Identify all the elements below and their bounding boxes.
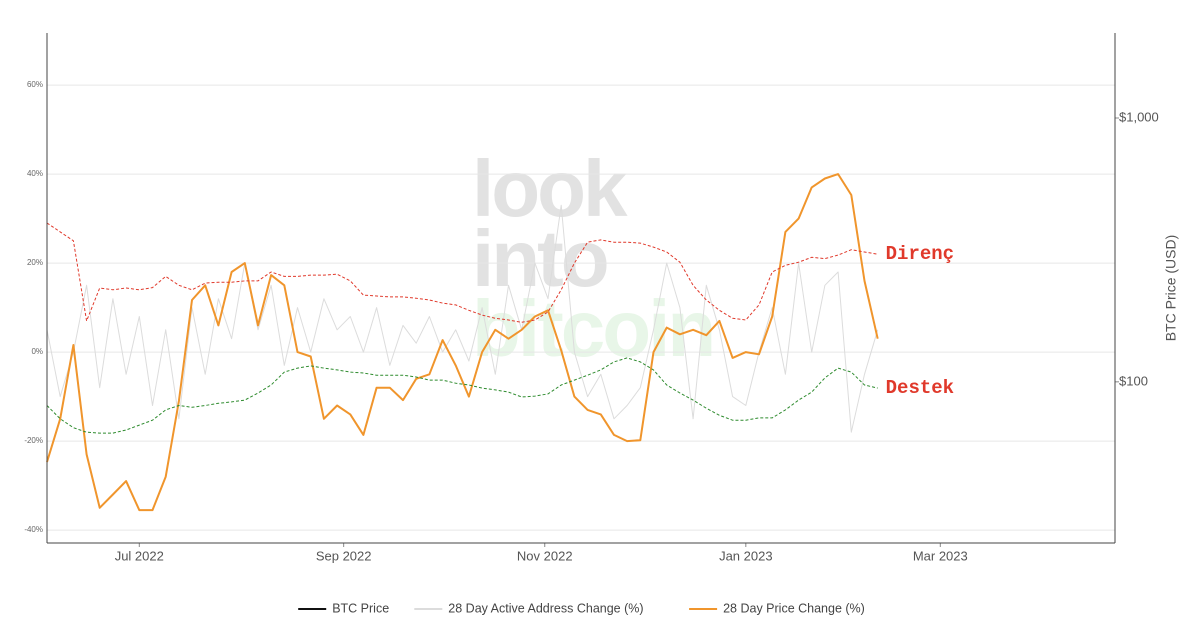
watermark-text: into bbox=[472, 214, 607, 303]
level-label: Destek bbox=[886, 377, 954, 399]
y2-tick-label: $100 bbox=[1119, 373, 1148, 388]
x-tick-label: Nov 2022 bbox=[517, 548, 573, 563]
x-tick-label: Mar 2023 bbox=[913, 548, 968, 563]
legend-label: 28 Day Price Change (%) bbox=[723, 601, 865, 615]
y-tick-label: 0% bbox=[31, 347, 43, 356]
legend-label: 28 Day Active Address Change (%) bbox=[448, 601, 643, 615]
legend-label: BTC Price bbox=[332, 601, 389, 615]
x-tick-label: Jul 2022 bbox=[115, 548, 164, 563]
level-line bbox=[46, 222, 878, 323]
watermark-text: look bbox=[472, 144, 628, 233]
lines: Direnç Destek bbox=[46, 173, 954, 512]
x-tick-label: Jan 2023 bbox=[719, 548, 773, 563]
y-tick-label: -20% bbox=[24, 436, 43, 445]
y2-axis-title: BTC Price (USD) bbox=[1163, 235, 1179, 342]
y-tick-label: 60% bbox=[27, 80, 43, 89]
axes: -40% -20% 0% 20% 40% 60% $100 $1,000 Jul 2022 Sep… bbox=[24, 33, 1159, 563]
series-line bbox=[46, 173, 879, 512]
legend: BTC Price 28 Day Active Address Change (%… bbox=[298, 601, 865, 615]
level-label: Direnç bbox=[886, 243, 954, 265]
series-line bbox=[46, 204, 879, 433]
x-tick-label: Sep 2022 bbox=[316, 548, 372, 563]
y-tick-label: -40% bbox=[24, 525, 43, 534]
y-tick-label: 20% bbox=[27, 258, 43, 267]
y-tick-label: 40% bbox=[27, 169, 43, 178]
y2-tick-label: $1,000 bbox=[1119, 109, 1159, 124]
grid bbox=[47, 84, 1115, 531]
